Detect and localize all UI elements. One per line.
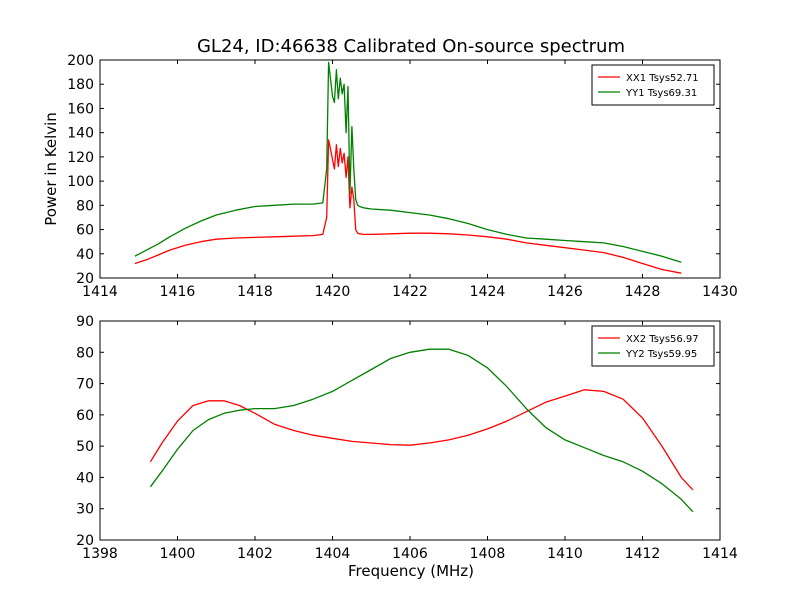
chart-title: GL24, ID:46638 Calibrated On-source spec… <box>197 36 625 57</box>
series-line-yy1-tsys69-31 <box>134 61 682 263</box>
y-tick-label: 50 <box>76 439 94 455</box>
x-tick-label: 1412 <box>625 546 661 562</box>
y-tick-label: 70 <box>76 377 94 393</box>
x-tick-label: 1420 <box>315 284 351 300</box>
y-tick-label: 30 <box>76 502 94 518</box>
upper-spectrum-panel: 1414 1416 1418 1420 1422 1424 1426 1428 1430 20 40… <box>42 53 738 300</box>
x-axis-label: Frequency (MHz) <box>348 562 474 580</box>
x-tick-label: 1404 <box>315 546 351 562</box>
y-tick-label: 80 <box>76 198 94 214</box>
x-tick-label: 1416 <box>160 284 196 300</box>
legend-box <box>591 325 715 367</box>
y-tick-label: 20 <box>76 271 94 287</box>
x-tick-label: 1406 <box>392 546 428 562</box>
legend-entry-label: YY2 Tsys59.95 <box>625 349 697 360</box>
x-tick-label: 1424 <box>470 284 506 300</box>
x-tick-label: 1414 <box>702 546 738 562</box>
y-tick-label: 100 <box>67 174 94 190</box>
y-tick-label: 160 <box>67 101 94 117</box>
legend-entry-label: XX2 Tsys56.97 <box>626 334 699 345</box>
series-line-xx2-tsys56-97 <box>149 389 694 491</box>
y-tick-label: 20 <box>76 533 94 549</box>
x-tick-label: 1422 <box>392 284 428 300</box>
x-tick-label: 1428 <box>625 284 661 300</box>
x-tick-label: 1426 <box>547 284 583 300</box>
y-tick-label: 40 <box>76 247 94 263</box>
legend-entry-label: XX1 Tsys52.71 <box>626 73 699 84</box>
series-group <box>149 348 694 513</box>
y-axis-label: Power in Kelvin <box>42 112 60 226</box>
y-tick-label: 140 <box>67 126 94 142</box>
x-tick-label: 1410 <box>547 546 583 562</box>
series-line-yy2-tsys59-95 <box>149 348 694 513</box>
x-tick-label: 1418 <box>237 284 273 300</box>
x-tick-label: 1408 <box>470 546 506 562</box>
legend-box <box>591 64 715 106</box>
y-tick-label: 200 <box>67 53 94 69</box>
series-group <box>134 61 682 274</box>
x-tick-label: 1430 <box>702 284 738 300</box>
lower-spectrum-panel: 1398 1400 1402 1404 1406 1408 1410 1412 1414 20 30… <box>76 314 738 562</box>
y-tick-label: 180 <box>67 77 94 93</box>
y-tick-label: 60 <box>76 223 94 239</box>
x-tick-label: 1398 <box>82 546 118 562</box>
legend-entry-label: YY1 Tsys69.31 <box>625 88 697 99</box>
x-tick-label: 1400 <box>160 546 196 562</box>
y-tick-label: 40 <box>76 470 94 486</box>
y-tick-label: 120 <box>67 150 94 166</box>
y-tick-label: 60 <box>76 408 94 424</box>
y-tick-label: 80 <box>76 345 94 361</box>
series-line-xx1-tsys52-71 <box>134 139 682 274</box>
x-tick-label: 1414 <box>82 284 118 300</box>
y-tick-label: 90 <box>76 314 94 330</box>
x-tick-label: 1402 <box>237 546 273 562</box>
